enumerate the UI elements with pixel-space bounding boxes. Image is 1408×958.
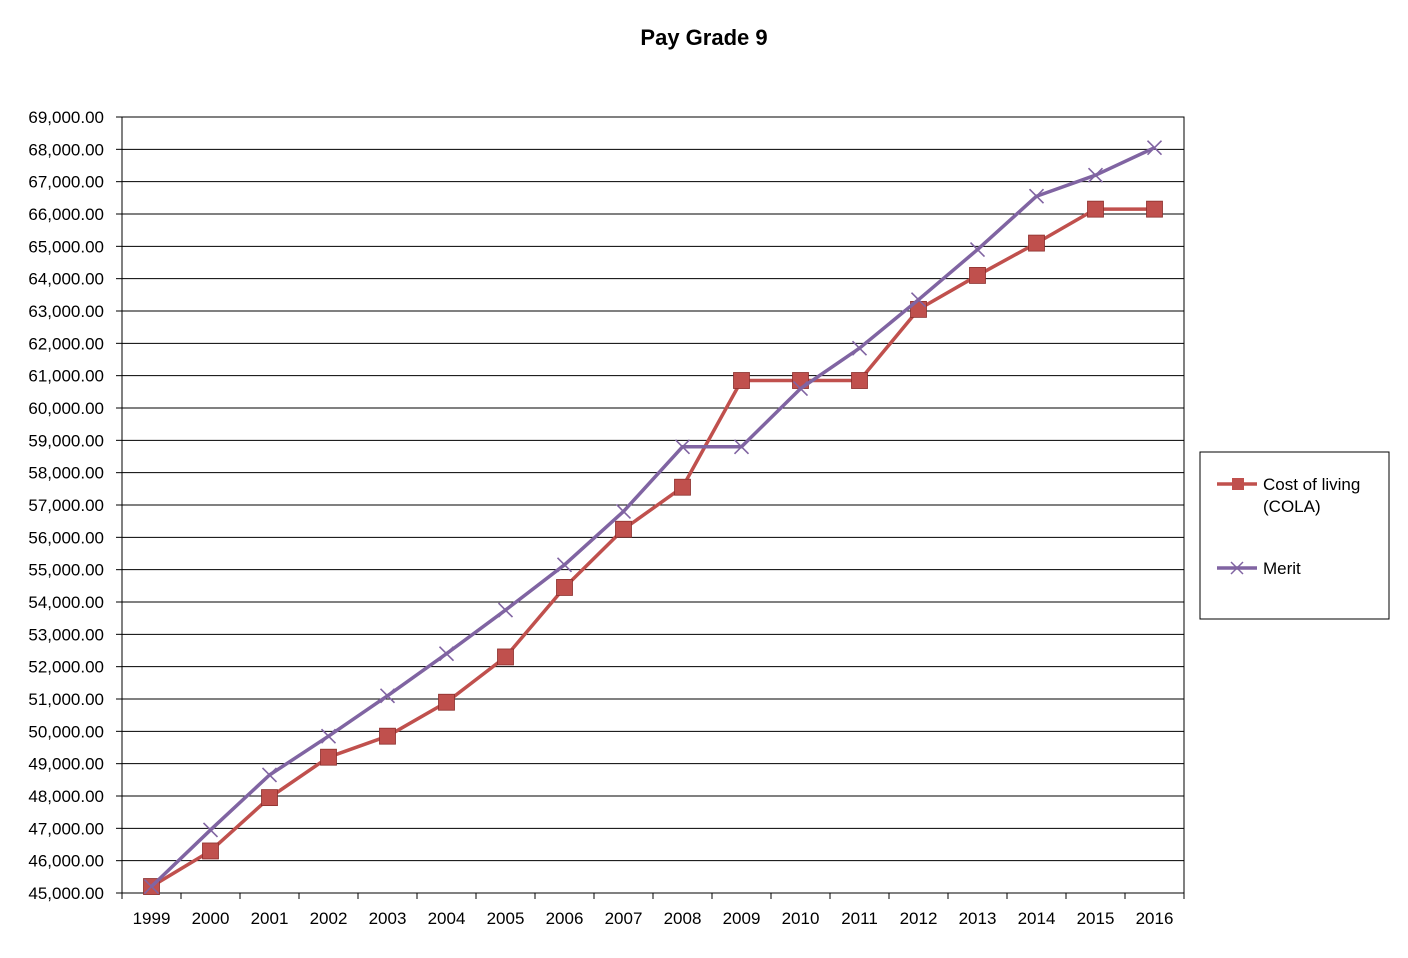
data-point-2 — [202, 822, 219, 838]
y-tick-label: 56,000.00 — [28, 528, 104, 547]
data-point-1 — [969, 267, 986, 284]
data-point-2 — [556, 557, 573, 573]
y-tick-label: 59,000.00 — [28, 431, 104, 450]
data-point-2 — [969, 242, 986, 258]
data-point-2 — [379, 688, 396, 704]
legend-marker-2 — [1230, 561, 1244, 575]
data-point-1 — [379, 727, 396, 745]
y-tick-label: 68,000.00 — [28, 140, 104, 159]
data-point-2 — [1028, 188, 1045, 204]
y-tick-label: 66,000.00 — [28, 205, 104, 224]
data-point-1 — [261, 789, 278, 807]
x-tick-label: 2013 — [959, 909, 997, 928]
legend-label-2: Merit — [1263, 559, 1301, 578]
y-tick-label: 50,000.00 — [28, 722, 104, 741]
data-point-2 — [615, 503, 632, 520]
legend: Cost of living (COLA) Merit — [1199, 451, 1390, 620]
y-tick-label: 48,000.00 — [28, 787, 104, 806]
data-point-1 — [320, 748, 337, 766]
data-point-2 — [261, 767, 278, 783]
y-tick-label: 61,000.00 — [28, 367, 104, 386]
y-tick-label: 52,000.00 — [28, 658, 104, 677]
data-point-2 — [910, 292, 927, 308]
y-tick-label: 69,000.00 — [28, 108, 104, 127]
x-tick-label: 2016 — [1136, 909, 1174, 928]
legend-box — [1199, 451, 1390, 620]
data-point-1 — [1146, 200, 1163, 218]
x-tick-label: 1999 — [133, 909, 171, 928]
y-tick-label: 53,000.00 — [28, 625, 104, 644]
x-tick-label: 2008 — [664, 909, 702, 928]
data-point-1 — [497, 648, 514, 666]
y-tick-label: 47,000.00 — [28, 819, 104, 838]
data-point-2 — [851, 340, 868, 356]
data-point-2 — [497, 602, 514, 618]
series-line-2 — [150, 146, 1156, 888]
x-tick-label: 2009 — [723, 909, 761, 928]
data-point-2 — [1087, 167, 1104, 183]
data-point-1 — [733, 372, 750, 389]
x-tick-label: 2015 — [1077, 909, 1115, 928]
legend-label-1: (COLA) — [1263, 497, 1321, 516]
y-tick-label: 63,000.00 — [28, 302, 104, 321]
x-tick-label: 2001 — [251, 909, 289, 928]
data-point-2 — [143, 878, 160, 895]
data-point-2 — [1146, 140, 1163, 156]
x-tick-label: 2014 — [1018, 909, 1056, 928]
x-tick-label: 2003 — [369, 909, 407, 928]
plot-area: 45,000.00 46,000.00 47,000.00 48,000.00 49,0… — [28, 108, 1185, 928]
data-point-2 — [792, 381, 809, 397]
series-line-1 — [150, 207, 1155, 889]
data-point-1 — [556, 579, 573, 596]
chart-title: Pay Grade 9 — [640, 25, 767, 50]
y-tick-label: 62,000.00 — [28, 334, 104, 353]
y-tick-label: 57,000.00 — [28, 496, 104, 515]
y-tick-label: 46,000.00 — [28, 852, 104, 871]
data-point-1 — [851, 372, 868, 389]
data-point-2 — [733, 439, 750, 455]
y-tick-label: 65,000.00 — [28, 237, 104, 256]
x-tick-label: 2002 — [310, 909, 348, 928]
y-tick-label: 49,000.00 — [28, 755, 104, 774]
y-tick-label: 54,000.00 — [28, 593, 104, 612]
data-point-1 — [674, 478, 691, 496]
x-tick-label: 2005 — [487, 909, 525, 928]
y-tick-label: 60,000.00 — [28, 399, 104, 418]
legend-marker-1 — [1232, 478, 1244, 490]
x-tick-label: 2007 — [605, 909, 643, 928]
data-point-2 — [320, 728, 337, 744]
data-point-1 — [1087, 200, 1104, 218]
legend-label-1: Cost of living — [1263, 475, 1360, 494]
data-point-1 — [202, 842, 219, 860]
y-tick-label: 51,000.00 — [28, 690, 104, 709]
y-tick-label: 67,000.00 — [28, 173, 104, 192]
x-tick-label: 2010 — [782, 909, 820, 928]
x-tick-label: 2011 — [841, 909, 878, 928]
data-point-1 — [1028, 234, 1045, 252]
x-tick-label: 2004 — [428, 909, 466, 928]
data-point-2 — [438, 646, 455, 662]
data-point-1 — [615, 520, 632, 538]
x-tick-label: 2012 — [900, 909, 938, 928]
y-tick-label: 58,000.00 — [28, 464, 104, 483]
x-tick-label: 2000 — [192, 909, 230, 928]
y-tick-label: 45,000.00 — [28, 884, 104, 903]
x-tick-label: 2006 — [546, 909, 584, 928]
y-tick-label: 55,000.00 — [28, 561, 104, 580]
data-point-2 — [674, 439, 691, 455]
y-tick-label: 64,000.00 — [28, 270, 104, 289]
data-point-1 — [438, 693, 455, 711]
